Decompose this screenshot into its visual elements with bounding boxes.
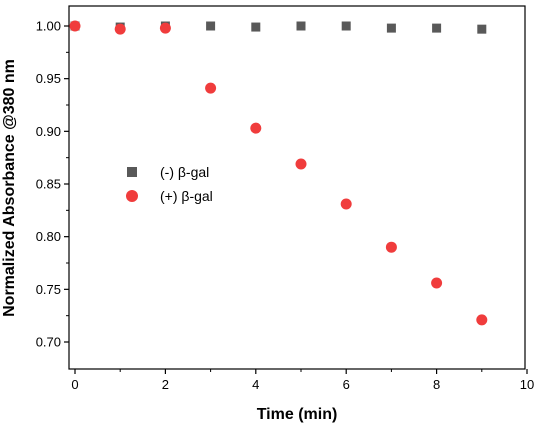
legend-marker-square xyxy=(127,167,137,177)
x-axis-title: Time (min) xyxy=(257,406,338,423)
legend-label: (+) β-gal xyxy=(160,188,213,204)
data-point-plus-bgal xyxy=(295,158,307,170)
legend-label: (-) β-gal xyxy=(160,164,209,180)
data-point-minus-bgal xyxy=(251,22,261,32)
y-tick-label: 0.80 xyxy=(36,229,61,244)
data-point-plus-bgal xyxy=(385,241,397,253)
data-point-plus-bgal xyxy=(205,82,217,94)
y-tick-label: 0.70 xyxy=(36,335,61,350)
x-tick-label: 4 xyxy=(252,377,259,392)
data-point-minus-bgal xyxy=(296,21,306,31)
data-point-plus-bgal xyxy=(114,23,126,35)
data-point-plus-bgal xyxy=(476,314,488,326)
data-point-minus-bgal xyxy=(477,24,487,34)
x-tick-label: 10 xyxy=(520,377,534,392)
y-tick-label: 1.00 xyxy=(36,19,61,34)
x-tick-label: 8 xyxy=(433,377,440,392)
data-point-minus-bgal xyxy=(206,21,216,31)
data-point-plus-bgal xyxy=(250,122,262,134)
x-tick-label: 6 xyxy=(343,377,350,392)
data-point-plus-bgal xyxy=(159,22,171,34)
y-axis-title: Normalized Absorbance @380 nm xyxy=(1,59,18,317)
data-point-plus-bgal xyxy=(69,20,81,32)
y-axis-ticks: 0.70 0.75 0.80 0.85 0.90 0.95 1.00 xyxy=(36,19,69,350)
legend: (-) β-gal (+) β-gal xyxy=(126,164,213,204)
data-point-plus-bgal xyxy=(431,277,443,289)
data-markers xyxy=(69,20,488,326)
data-point-minus-bgal xyxy=(341,21,351,31)
y-tick-label: 0.95 xyxy=(36,71,61,86)
plot-frame xyxy=(68,5,526,370)
x-tick-label: 0 xyxy=(71,377,78,392)
y-tick-label: 0.75 xyxy=(36,282,61,297)
y-tick-label: 0.85 xyxy=(36,177,61,192)
legend-marker-circle xyxy=(126,190,138,202)
data-point-minus-bgal xyxy=(386,23,396,33)
data-point-plus-bgal xyxy=(340,198,352,210)
x-axis-ticks: 0 2 4 6 8 10 xyxy=(71,369,534,392)
x-tick-label: 2 xyxy=(162,377,169,392)
y-tick-label: 0.90 xyxy=(36,124,61,139)
data-point-minus-bgal xyxy=(432,23,442,33)
